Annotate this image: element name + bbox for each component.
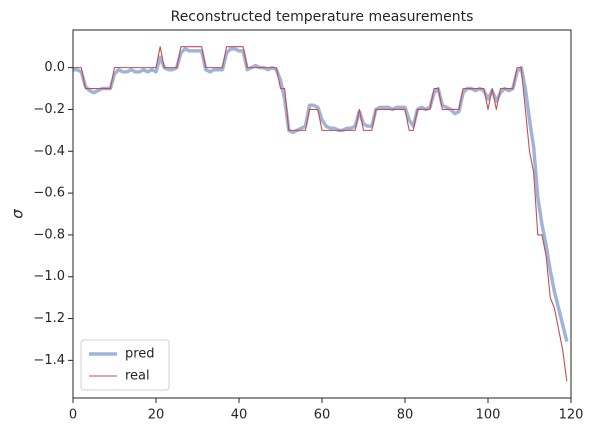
y-tick-label: −0.2 (33, 102, 65, 117)
chart-title: Reconstructed temperature measurements (171, 9, 474, 25)
x-tick-label: 40 (231, 408, 248, 423)
y-tick-label: −1.2 (33, 311, 65, 326)
x-tick-label: 60 (314, 408, 331, 423)
y-tick-label: −0.8 (33, 227, 65, 242)
legend: pred real (80, 339, 170, 391)
y-tick-label: −1.0 (33, 269, 65, 284)
line-real (73, 46, 568, 382)
x-tick-label: 20 (148, 408, 165, 423)
y-tick-label: −1.4 (33, 353, 65, 368)
y-tick-label: −0.4 (33, 144, 65, 159)
plot-frame (72, 29, 572, 399)
y-tick-label: 0.0 (44, 60, 65, 75)
legend-label: real (125, 369, 150, 384)
legend-label: pred (125, 347, 155, 362)
x-tick-label: 120 (559, 408, 584, 423)
x-tick-label: 100 (476, 408, 501, 423)
y-axis-label: σ (9, 209, 27, 219)
x-tick-label: 0 (69, 408, 77, 423)
x-tick-label: 80 (397, 408, 414, 423)
y-tick-label: −0.6 (33, 186, 65, 201)
